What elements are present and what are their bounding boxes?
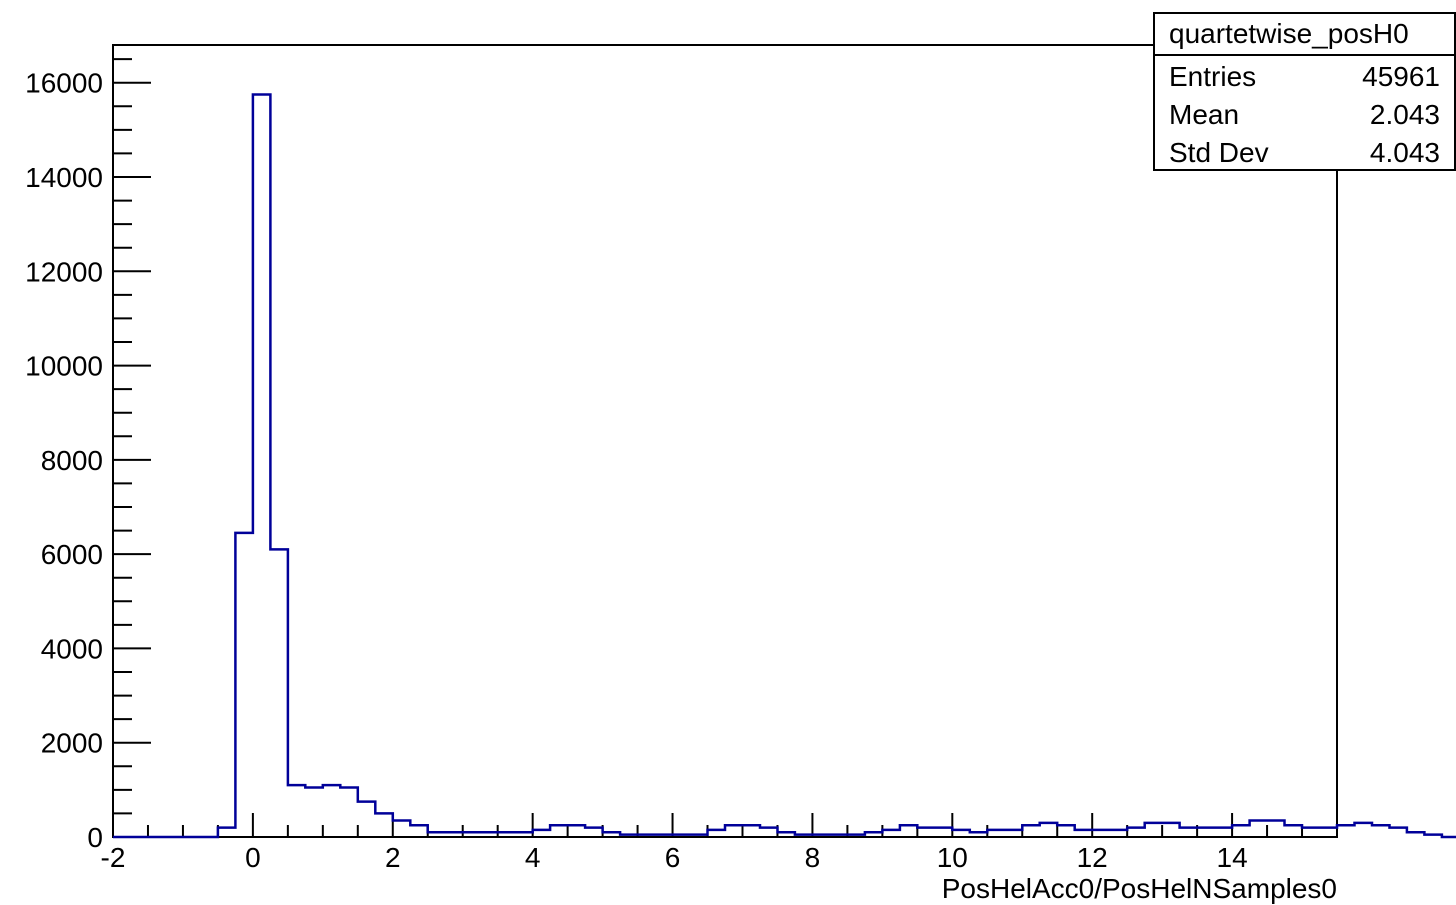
stats-label: Entries [1169,61,1257,92]
x-tick-label: 14 [1217,842,1248,873]
stats-label: Std Dev [1169,137,1269,168]
stats-box: quartetwise_posH0 Entries 45961 Mean 2.0… [1153,12,1456,171]
y-tick-label: 4000 [41,633,103,664]
stats-label: Mean [1169,99,1240,130]
y-tick-label: 8000 [41,445,103,476]
stats-value: 2.043 [1369,99,1440,130]
stats-value: 4.043 [1369,137,1440,168]
stats-row-entries: Entries 45961 [1155,58,1454,96]
y-tick-label: 10000 [25,351,103,382]
y-tick-label: 6000 [41,539,103,570]
histogram-series-line [113,93,1456,839]
y-tick-label: 12000 [25,256,103,287]
y-tick-label: 0 [87,822,103,853]
x-tick-label: 0 [245,842,261,873]
stats-row-mean: Mean 2.043 [1155,96,1454,134]
x-axis-title: PosHelAcc0/PosHelNSamples0 [942,873,1337,904]
x-tick-label: 12 [1077,842,1108,873]
stats-box-title: quartetwise_posH0 [1155,14,1454,56]
plot-frame [112,44,1338,838]
x-tick-label: 4 [525,842,541,873]
stats-value: 45961 [1362,61,1440,92]
x-tick-label: 6 [665,842,681,873]
x-tick-label: -2 [101,842,126,873]
y-axis-ticks: 0 2000 4000 6000 8000 10000 12000 14000 16000 [25,58,151,853]
y-tick-label: 16000 [25,68,103,99]
stats-row-stddev: Std Dev 4.043 [1155,134,1454,172]
y-tick-label: 2000 [41,728,103,759]
x-tick-label: 10 [937,842,968,873]
x-tick-label: 8 [805,842,821,873]
y-tick-label: 14000 [25,162,103,193]
x-axis-ticks: -2 0 2 4 6 8 10 12 14 [101,813,1304,873]
x-tick-label: 2 [385,842,401,873]
